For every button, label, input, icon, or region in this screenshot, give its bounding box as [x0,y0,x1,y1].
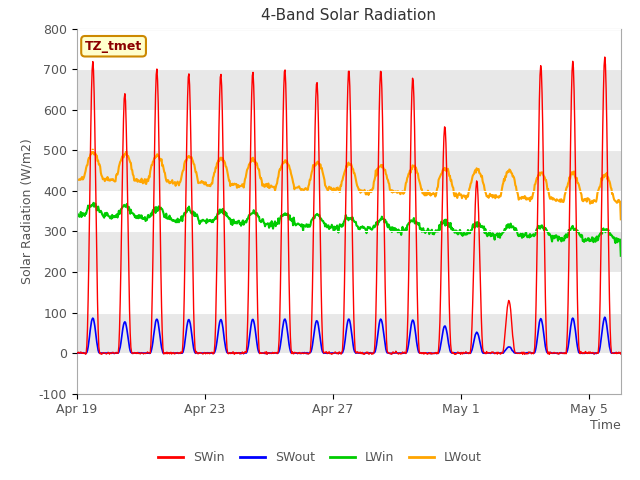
Bar [77,191,621,231]
Title: 4-Band Solar Radiation: 4-Band Solar Radiation [261,9,436,24]
Legend: SWin, SWout, LWin, LWout: SWin, SWout, LWin, LWout [153,446,487,469]
Bar [77,110,621,150]
Bar [77,29,621,69]
Text: TZ_tmet: TZ_tmet [85,40,142,53]
Bar [77,272,621,312]
Y-axis label: Solar Radiation (W/m2): Solar Radiation (W/m2) [20,138,33,284]
Bar [77,353,621,394]
X-axis label: Time: Time [590,419,621,432]
